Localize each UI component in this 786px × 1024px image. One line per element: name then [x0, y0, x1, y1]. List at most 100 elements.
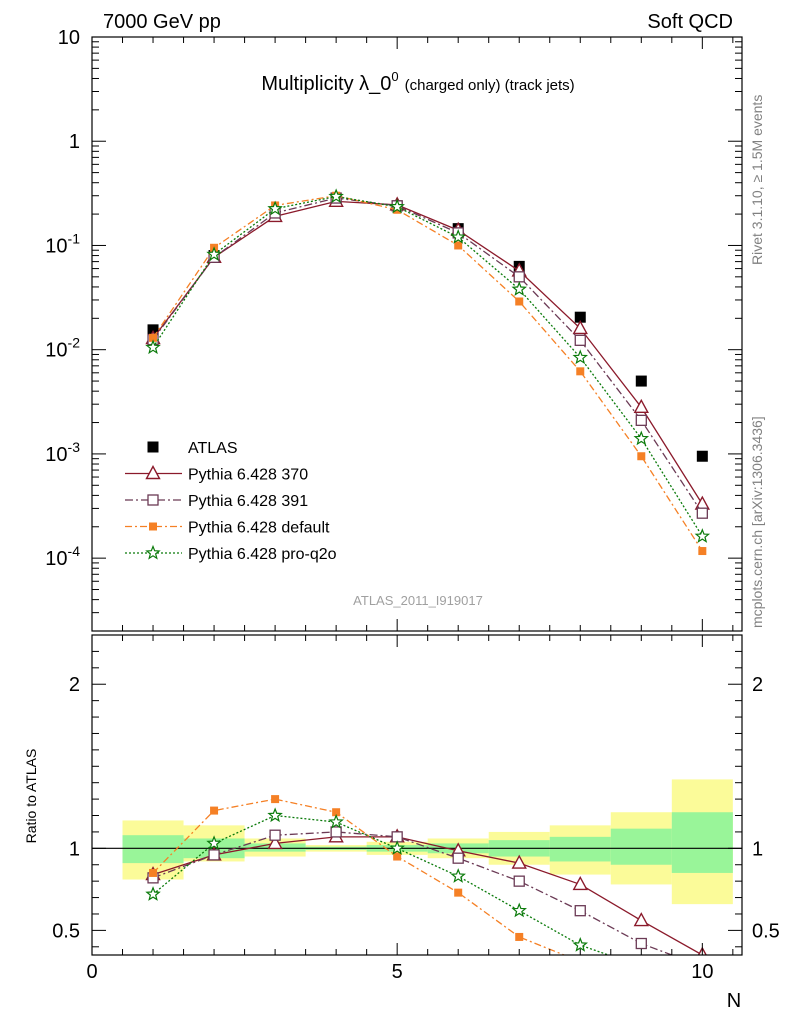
- plot-title-sup: 0: [391, 69, 398, 84]
- mcplots-label: mcplots.cern.ch [arXiv:1306.3436]: [749, 416, 765, 628]
- header-right: Soft QCD: [647, 11, 733, 33]
- data-point-p391: [635, 414, 647, 426]
- y-tick-label: 10: [58, 27, 80, 49]
- ratio-line-p370: [152, 836, 703, 955]
- ratio-point-p370: [267, 834, 283, 850]
- series-line-p391: [152, 197, 703, 514]
- data-point-default: [149, 333, 158, 342]
- x-tick-label: 10: [691, 961, 713, 983]
- ratio-point-p391: [269, 829, 281, 841]
- watermark: ATLAS_2011_I919017: [353, 593, 483, 608]
- data-point-p391: [513, 271, 525, 283]
- data-point-proq2o: [206, 246, 222, 262]
- legend-item-proq2o: Pythia 6.428 pro-q2o: [125, 544, 337, 563]
- uncertainty-band-inner: [671, 812, 733, 873]
- ratio-point-default: [149, 868, 158, 877]
- legend-marker: [149, 522, 157, 531]
- ratio-point-proq2o: [389, 840, 405, 855]
- legend: ATLAS Pythia 6.428 370 Pythia 6.428 391 Pyt…: [125, 440, 337, 563]
- y-tick-label: 10-2: [45, 335, 80, 362]
- ratio-point-proq2o: [450, 868, 466, 883]
- y-tick-label: 10-3: [45, 439, 80, 466]
- legend-marker: [145, 544, 161, 560]
- data-point-proq2o: [694, 528, 711, 543]
- ratio-y-tick-label-right: 2: [752, 674, 763, 696]
- ratio-y-tick-label: 2: [69, 674, 80, 696]
- ratio-point-default: [393, 852, 402, 861]
- data-point-atlas: [147, 324, 159, 336]
- data-point-p391: [574, 334, 586, 346]
- data-point-proq2o: [389, 198, 405, 214]
- legend-item-atlas: ATLAS: [147, 440, 238, 457]
- uncertainty-band-inner: [610, 828, 672, 865]
- ratio-point-p391: [330, 826, 342, 838]
- legend-marker: [145, 465, 161, 480]
- ratio-point-proq2o: [267, 807, 283, 823]
- ratio-point-default: [698, 989, 706, 997]
- data-point-proq2o: [633, 430, 650, 446]
- ratio-point-p391: [513, 875, 525, 887]
- ratio-point-default: [332, 808, 341, 817]
- legend-label: Pythia 6.428 391: [188, 493, 308, 510]
- ratio-point-default: [210, 806, 219, 815]
- header-left: 7000 GeV pp: [103, 11, 221, 33]
- y-tick-label: 10-4: [45, 543, 80, 570]
- x-tick-label: 0: [86, 961, 97, 983]
- plot-title-main: Multiplicity λ_0: [261, 73, 391, 95]
- ratio-y-tick-label: 1: [69, 838, 80, 860]
- legend-label: Pythia 6.428 pro-q2o: [188, 546, 337, 563]
- legend-label: ATLAS: [188, 440, 238, 457]
- legend-label: Pythia 6.428 default: [188, 520, 330, 537]
- data-point-p370: [572, 319, 588, 335]
- data-point-atlas: [696, 450, 708, 462]
- plot-title-paren: (charged only) (track jets): [405, 77, 575, 94]
- series-line-proq2o: [152, 195, 703, 537]
- data-point-proq2o: [145, 339, 161, 355]
- ratio-point-default: [271, 795, 280, 804]
- x-axis-label: N: [727, 990, 741, 1012]
- legend-item-p391: Pythia 6.428 391: [125, 493, 308, 510]
- y-tick-label: 10-1: [45, 230, 80, 257]
- ratio-point-proq2o: [145, 886, 161, 901]
- x-tick-label: 5: [392, 961, 403, 983]
- legend-item-default: Pythia 6.428 default: [125, 520, 330, 537]
- legend-marker: [147, 441, 159, 453]
- ratio-point-p391: [452, 852, 464, 864]
- data-point-atlas: [574, 311, 586, 323]
- series-line-default: [152, 195, 703, 552]
- ratio-y-tick-label: 0.5: [52, 920, 80, 942]
- legend-label: Pythia 6.428 370: [188, 467, 308, 484]
- ratio-point-proq2o: [635, 960, 647, 972]
- legend-item-p370: Pythia 6.428 370: [125, 465, 308, 484]
- data-point-atlas: [635, 375, 647, 387]
- data-point-p391: [696, 507, 708, 519]
- data-point-proq2o: [511, 281, 527, 296]
- rivet-label: Rivet 3.1.10, ≥ 1.5M events: [749, 95, 765, 265]
- legend-marker: [147, 494, 159, 506]
- data-point-default: [454, 241, 463, 250]
- series-line-p370: [152, 200, 703, 505]
- ratio-point-p370: [633, 912, 649, 927]
- data-point-default: [576, 367, 585, 376]
- ratio-line-proq2o: [152, 814, 611, 955]
- data-point-default: [698, 547, 707, 556]
- ratio-point-default: [576, 958, 584, 966]
- main-plot-frame: [91, 36, 743, 632]
- ratio-point-proq2o: [572, 936, 589, 952]
- data-point-proq2o: [450, 229, 466, 244]
- data-point-proq2o: [328, 188, 344, 204]
- y-tick-label: 1: [69, 131, 80, 153]
- ratio-y-tick-label-right: 0.5: [752, 920, 780, 942]
- plot-title: Multiplicity λ_00 (charged only) (track j…: [261, 69, 574, 95]
- ratio-point-proq2o: [328, 813, 344, 829]
- data-point-default: [515, 297, 524, 306]
- data-point-proq2o: [267, 200, 283, 216]
- data-point-p370: [633, 398, 649, 414]
- ratio-line-p391: [152, 831, 674, 955]
- ratio-point-p391: [574, 905, 586, 917]
- ratio-point-proq2o: [511, 902, 527, 918]
- ratio-point-default: [515, 932, 524, 941]
- ratio-point-p370: [511, 854, 527, 869]
- main-panel: 10 1 10-1 10-2 10-3 10-4: [45, 27, 743, 632]
- ratio-point-p391: [635, 937, 647, 950]
